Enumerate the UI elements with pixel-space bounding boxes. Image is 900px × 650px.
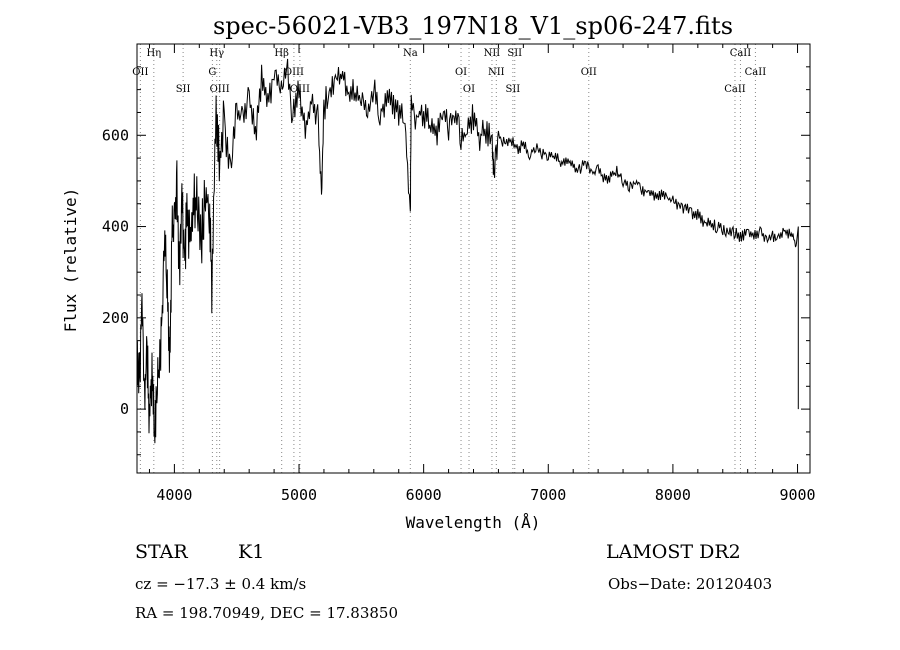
- survey-name: LAMOST DR2: [606, 541, 741, 563]
- spectrum-line: [136, 58, 797, 444]
- line-label: SII: [506, 84, 521, 95]
- spectrum-end: [795, 226, 799, 410]
- line-label: OIII: [284, 67, 304, 78]
- line-label: OIII: [210, 84, 230, 95]
- redshift-cz: cz = −17.3 ± 0.4 km/s: [135, 575, 307, 593]
- coordinates: RA = 198.70949, DEC = 17.83850: [135, 604, 399, 622]
- x-tick-label: 6000: [406, 486, 442, 504]
- x-tick-label: 9000: [779, 486, 815, 504]
- y-tick-label: 400: [102, 218, 129, 236]
- y-axis-label: Flux (relative): [61, 188, 80, 333]
- y-tick-label: 200: [102, 309, 129, 327]
- line-label: OII: [132, 67, 148, 78]
- line-label: Hγ: [209, 48, 224, 59]
- x-tick-label: 5000: [281, 486, 317, 504]
- y-tick-label: 600: [102, 126, 129, 144]
- line-label: Hβ: [274, 48, 289, 59]
- x-tick-label: 4000: [156, 486, 192, 504]
- x-tick-label: 8000: [655, 486, 691, 504]
- line-label: CaII: [745, 67, 767, 78]
- line-label: OI: [455, 67, 467, 78]
- object-subclass: K1: [238, 541, 265, 563]
- obs-date: Obs−Date: 20120403: [608, 575, 773, 593]
- x-tick-label: 7000: [530, 486, 566, 504]
- line-label: G: [208, 67, 216, 78]
- y-tick-label: 0: [120, 400, 129, 418]
- x-axis-label: Wavelength (Å): [406, 513, 541, 532]
- line-label: NII: [484, 48, 501, 59]
- line-label: Hη: [146, 48, 161, 59]
- chart-title: spec-56021-VB3_197N18_V1_sp06-247.fits: [213, 12, 733, 40]
- object-class: STAR: [135, 541, 188, 563]
- line-label: SII: [507, 48, 522, 59]
- line-label: CaII: [730, 48, 752, 59]
- plot-frame: [136, 43, 811, 474]
- line-label: CaII: [724, 84, 746, 95]
- line-label: SII: [176, 84, 191, 95]
- line-label: OII: [581, 67, 597, 78]
- line-label: NII: [488, 67, 505, 78]
- line-label: OI: [463, 84, 475, 95]
- line-label: Na: [403, 48, 418, 59]
